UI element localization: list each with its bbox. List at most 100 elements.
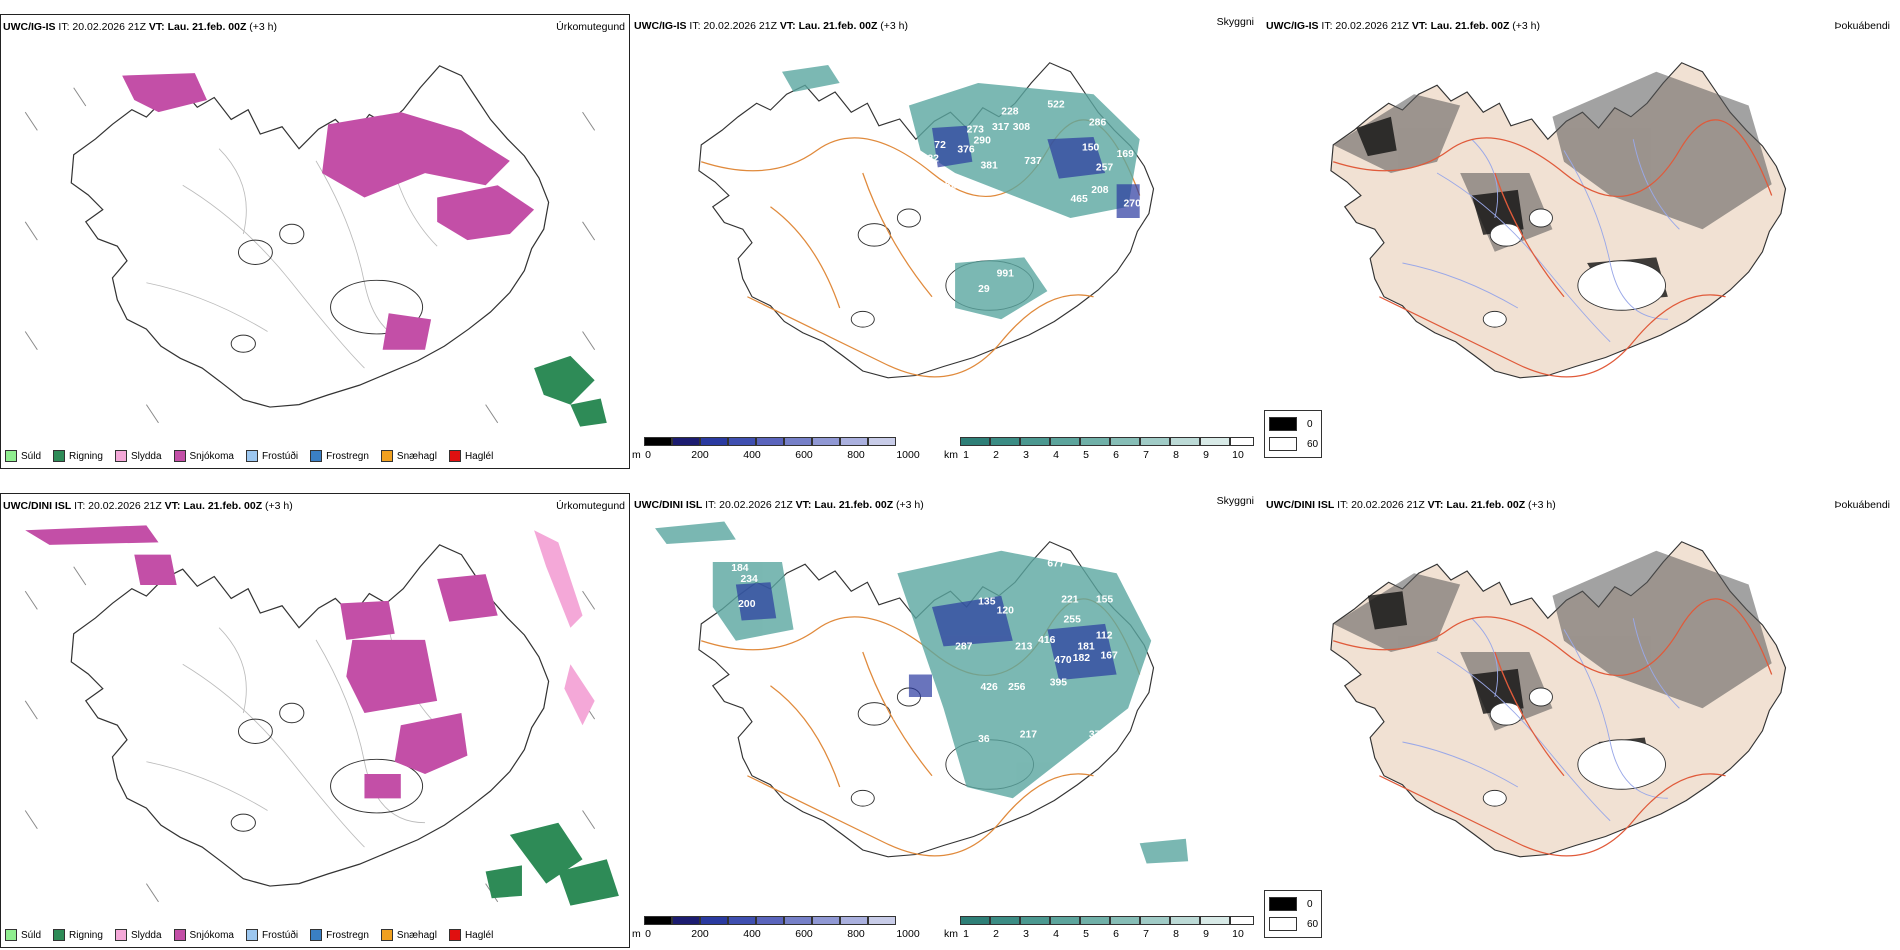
ceiling-label: 287 [955,642,973,653]
legend-item: Snæhagl [380,929,437,941]
ceiling-colorbar: m 0 200 400 600 800 1000 [632,916,932,940]
fog-map [1330,62,1787,379]
panel-visibility-igis: UWC/IG-IS IT: 20.02.2026 21Z VT: Lau. 21… [632,14,1262,469]
legend-item: Frostúði [245,450,298,462]
panel-kind: Úrkomutegund [556,500,625,512]
panel-title: UWC/IG-IS IT: 20.02.2026 21Z VT: Lau. 21… [1266,20,1541,32]
ceiling-label: 135 [978,597,996,608]
ceiling-label: 36 [978,734,990,745]
panel-title: UWC/IG-IS IT: 20.02.2026 21Z VT: Lau. 21… [634,20,909,32]
roads [1333,119,1773,378]
ceiling-colorbar: m 0 200 400 600 800 1000 [632,437,932,461]
visibility-colorbar: km 1 2 3 4 5 6 7 8 9 10 [944,437,1258,461]
ceiling-label: 308 [1013,122,1031,133]
panel-fog-dini: UWC/DINI ISL IT: 20.02.2026 21Z VT: Lau.… [1264,493,1894,948]
ceiling-label: 381 [980,161,998,172]
precip-map [24,65,607,427]
legend-item: Haglél [448,450,493,462]
legend-item: Súld [5,450,41,462]
precip-legend: Súld Rigning Slydda Snjókoma Frostúði Fr… [5,450,493,462]
ceiling-label: 221 [1061,595,1079,606]
panel-visibility-dini: UWC/DINI ISL IT: 20.02.2026 21Z VT: Lau.… [632,493,1262,948]
panel-kind: Úrkomutegund [556,21,625,33]
legend-item: Slydda [114,450,162,462]
ceiling-label: 208 [1091,185,1109,196]
ceiling-label: 470 [1054,655,1072,666]
legend-item: Snæhagl [380,450,437,462]
roads [1333,598,1773,857]
panel-precip-type-dini: UWC/DINI ISL IT: 20.02.2026 21Z VT: Lau.… [0,493,630,948]
legend-item: Frostregn [310,929,369,941]
fog-legend: 0 60 [1264,410,1322,458]
ceiling-label: 255 [1064,615,1082,626]
ceiling-label: 181 [1077,642,1095,653]
ceiling-label: 991 [997,269,1015,280]
precip-legend: Súld Rigning Slydda Snjókoma Frostúði Fr… [5,929,493,941]
legend-item: Súld [5,929,41,941]
ceiling-label: 105 [893,712,911,723]
wind-barbs [24,87,596,424]
fog-map [1330,541,1787,858]
panel-title: UWC/DINI ISL IT: 20.02.2026 21Z VT: Lau.… [1266,499,1556,511]
legend-item: Snjókoma [173,450,234,462]
ceiling-label: 120 [997,606,1015,617]
low-ceiling [735,582,1117,697]
ceiling-label: 217 [1020,730,1038,741]
legend-item: Snjókoma [173,929,234,941]
panel-title: UWC/DINI ISL IT: 20.02.2026 21Z VT: Lau.… [3,500,293,512]
sleet-areas [534,530,595,726]
ceiling-label: 22 [927,154,939,165]
visibility-colorbar: km 1 2 3 4 5 6 7 8 9 10 [944,916,1258,940]
ceiling-label: 465 [1070,194,1088,205]
ceiling-label: 273 [967,125,985,136]
cloud-areas [782,65,1140,320]
panel-fog-igis: UWC/IG-IS IT: 20.02.2026 21Z VT: Lau. 21… [1264,14,1894,469]
panel-kind: Skyggni [1216,16,1254,28]
snow-areas [25,525,498,799]
ceiling-label: 286 [1089,118,1107,129]
ceiling-label: 416 [1038,635,1056,646]
ceiling-label: 290 [974,136,992,147]
ceiling-label: 395 [1050,678,1068,689]
ceiling-label: 426 [980,682,998,693]
ceiling-labels: 228 522 273 317 308 290 286 72 376 22 38… [927,100,1142,295]
legend-item: Haglél [448,929,493,941]
ceiling-label: 29 [978,284,990,295]
snow-areas [122,73,535,350]
panel-title: UWC/IG-IS IT: 20.02.2026 21Z VT: Lau. 21… [3,21,278,33]
rain-areas [485,822,619,906]
panel-kind: Skyggni [1216,495,1254,507]
visibility-map [698,62,1155,379]
ceiling-label: 256 [1008,682,1026,693]
ceiling-label: 150 [1082,143,1100,154]
ceiling-label: 213 [1015,642,1033,653]
low-ceiling [932,125,1140,218]
ceiling-label: 737 [1024,156,1042,167]
panel-title: UWC/DINI ISL IT: 20.02.2026 21Z VT: Lau.… [634,499,924,511]
legend-item: Frostregn [310,450,369,462]
ceiling-label: 234 [740,574,758,585]
ceiling-label: 200 [738,599,756,610]
panel-kind: Þokuábendi [1834,20,1890,32]
visibility-map [655,521,1189,864]
rain-areas [534,355,607,427]
panel-kind: Þokuábendi [1834,499,1890,511]
ceiling-label: 167 [1100,651,1118,662]
ceiling-label: 522 [1047,100,1065,111]
legend-item: Rigning [53,450,103,462]
legend-item: Slydda [114,929,162,941]
legend-item: Frostúði [245,929,298,941]
ceiling-label: 169 [1117,149,1135,160]
ceiling-label: 112 [1096,631,1113,642]
ceiling-label: 182 [1073,653,1091,664]
ceiling-label: 228 [1001,107,1019,118]
ceiling-label: 257 [1096,163,1114,174]
ceiling-label: 376 [957,145,975,156]
ceiling-label: 317 [992,122,1010,133]
ceiling-labels: 228 184 234 200 677 135 221 155 120 255 … [731,543,1118,745]
fog-legend: 0 60 [1264,890,1322,938]
panel-precip-type-igis: UWC/IG-IS IT: 20.02.2026 21Z VT: Lau. 21… [0,14,630,469]
ceiling-label: 228 [738,543,756,554]
ceiling-label: 270 [1124,199,1142,210]
ceiling-label: 72 [934,140,946,151]
